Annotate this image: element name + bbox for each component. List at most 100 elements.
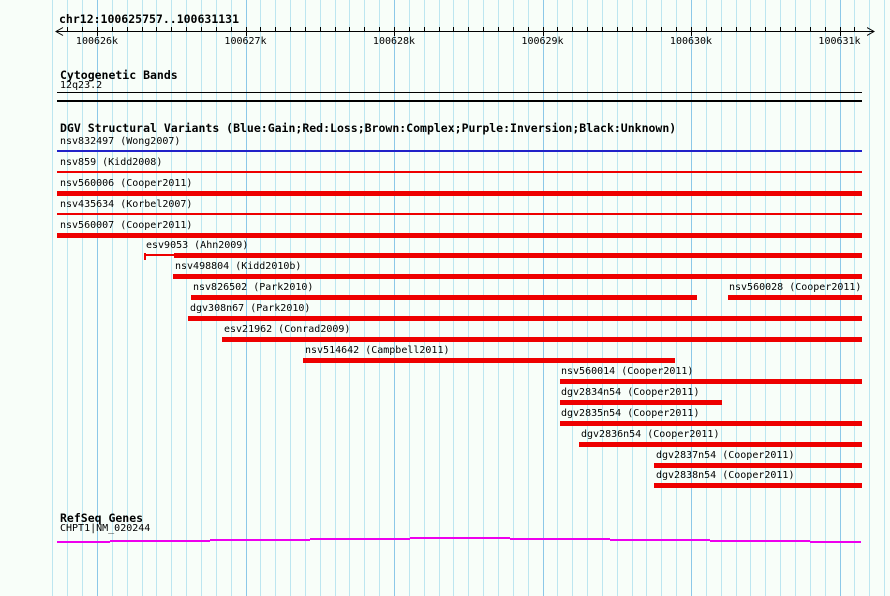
ruler-minor-tick <box>557 27 559 31</box>
ruler-minor-tick <box>512 27 514 31</box>
ruler-major-tick <box>839 27 841 36</box>
variant-bar[interactable] <box>174 253 862 258</box>
ruler-right-arrow-icon <box>867 27 876 36</box>
section-title-dgv-variants: DGV Structural Variants (Blue:Gain;Red:L… <box>60 121 677 135</box>
variant-label: nsv435634 (Korbel2007) <box>60 199 193 210</box>
ruler-minor-tick <box>156 27 158 31</box>
ruler-minor-tick <box>527 27 529 31</box>
gridline-major <box>97 0 98 596</box>
variant-line[interactable] <box>57 171 862 173</box>
ruler-minor-tick <box>334 27 336 31</box>
gridline-minor <box>171 0 173 596</box>
gridline-minor <box>869 0 871 596</box>
variant-label: nsv514642 (Campbell2011) <box>305 345 450 356</box>
ruler-minor-tick <box>349 27 351 31</box>
variant-end-tick[interactable] <box>143 253 146 260</box>
variant-bar[interactable] <box>728 295 862 300</box>
gene-line-segment[interactable] <box>110 540 210 542</box>
gene-line-segment[interactable] <box>510 538 610 540</box>
ruler-minor-tick <box>141 27 143 31</box>
cytoband-bar[interactable] <box>57 91 862 93</box>
gene-line-segment[interactable] <box>210 539 310 541</box>
ruler-minor-tick <box>587 27 589 31</box>
ruler-minor-tick <box>854 27 856 31</box>
ruler-major-tick <box>245 27 247 36</box>
gene-line-segment[interactable] <box>810 541 861 543</box>
gene-label[interactable]: CHPT1|NM_020244 <box>60 523 151 534</box>
gridline-minor <box>186 0 188 596</box>
gridline-minor <box>82 0 84 596</box>
variant-bar[interactable] <box>57 191 862 196</box>
ruler-minor-tick <box>260 27 262 31</box>
ruler-minor-tick <box>230 27 232 31</box>
gridline-minor <box>884 0 886 596</box>
variant-bar[interactable] <box>188 316 862 321</box>
ruler-tick-label: 100628k <box>372 36 416 47</box>
ruler-minor-tick <box>765 27 767 31</box>
ruler-minor-tick <box>304 27 306 31</box>
variant-label: dgv308n67 (Park2010) <box>190 303 311 314</box>
variant-bar[interactable] <box>173 274 862 279</box>
gene-line-segment[interactable] <box>310 538 410 540</box>
variant-bar[interactable] <box>579 442 862 447</box>
ruler-minor-tick <box>750 27 752 31</box>
variant-line[interactable] <box>144 254 174 256</box>
ruler-minor-tick <box>705 27 707 31</box>
ruler-major-tick <box>542 27 544 36</box>
ruler-tick-label: 100629k <box>521 36 564 47</box>
gridline-minor <box>52 0 54 596</box>
gene-line-segment[interactable] <box>610 539 710 541</box>
gene-line-segment[interactable] <box>410 537 510 539</box>
ruler-minor-tick <box>601 27 603 31</box>
ruler-minor-tick <box>572 27 574 31</box>
variant-label: nsv859 (Kidd2008) <box>60 157 163 168</box>
variant-label: nsv560014 (Cooper2011) <box>561 366 694 377</box>
gridline-minor <box>126 0 128 596</box>
variant-bar[interactable] <box>191 295 697 300</box>
region-title: chr12:100625757..100631131 <box>59 12 240 26</box>
variant-bar[interactable] <box>560 421 862 426</box>
variant-bar[interactable] <box>560 379 862 384</box>
variant-bar[interactable] <box>654 463 862 468</box>
ruler-minor-tick <box>824 27 826 31</box>
gene-line-segment[interactable] <box>710 540 810 542</box>
gridline-minor <box>705 0 707 596</box>
ruler-minor-tick <box>735 27 737 31</box>
ruler-minor-tick <box>364 27 366 31</box>
ruler-minor-tick <box>126 27 128 31</box>
ruler-major-tick <box>394 27 395 36</box>
ruler-minor-tick <box>438 27 440 31</box>
variant-label: nsv560007 (Cooper2011) <box>60 220 193 231</box>
variant-bar[interactable] <box>560 400 722 405</box>
ruler-minor-tick <box>646 27 648 31</box>
ruler-minor-tick <box>720 27 722 31</box>
ruler-minor-tick <box>809 27 811 31</box>
ruler-minor-tick <box>780 27 782 31</box>
variant-line[interactable] <box>57 213 862 215</box>
ruler-tick-label: 100627k <box>224 36 267 47</box>
variant-bar[interactable] <box>303 358 675 363</box>
cytoband-label[interactable]: 12q23.2 <box>60 80 103 91</box>
ruler-tick-label: 100631k <box>818 36 861 47</box>
ruler-minor-tick <box>186 27 188 31</box>
variant-label: esv21962 (Conrad2009) <box>224 324 351 335</box>
variant-line[interactable] <box>57 150 862 152</box>
gridline-minor <box>720 0 722 596</box>
ruler-minor-tick <box>616 27 618 31</box>
ruler-minor-tick <box>794 27 796 31</box>
section-title-refseq-genes: RefSeq Genes <box>60 511 144 525</box>
variant-bar[interactable] <box>57 233 862 238</box>
variant-label: dgv2837n54 (Cooper2011) <box>656 450 795 461</box>
ruler-minor-tick <box>453 27 455 31</box>
ruler-minor-tick <box>379 27 381 31</box>
variant-label: dgv2835n54 (Cooper2011) <box>561 408 700 419</box>
ruler-minor-tick <box>468 27 470 31</box>
variant-bar[interactable] <box>222 337 862 342</box>
ruler-minor-tick <box>82 27 84 31</box>
variant-bar[interactable] <box>654 483 862 488</box>
ruler-minor-tick <box>423 27 425 31</box>
ruler-minor-tick <box>200 27 202 31</box>
gene-line-segment[interactable] <box>57 541 110 543</box>
gridline-minor <box>111 0 113 596</box>
